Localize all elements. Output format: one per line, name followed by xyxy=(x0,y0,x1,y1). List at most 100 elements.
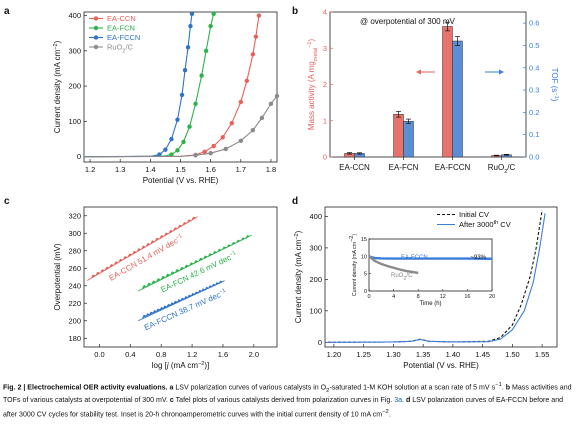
series-point-3 xyxy=(208,150,213,156)
legend-marker xyxy=(93,44,99,50)
x-tick-label: 1.5 xyxy=(175,165,185,174)
series-point-0 xyxy=(220,135,225,140)
right-tick-label: 0.4 xyxy=(529,63,539,72)
series-point-1 xyxy=(187,124,192,129)
tafel-fit-line-2 xyxy=(138,280,225,322)
series-point-0 xyxy=(211,143,216,149)
right-tick-label: 0.1 xyxy=(529,130,539,139)
y-tick-label: 240 xyxy=(68,281,81,290)
caption-fig-label: Fig. 2 | Electrochemical OER activity ev… xyxy=(3,384,168,392)
series-line-1 xyxy=(83,13,215,158)
caption-a-text-1: LSV polarization curves of various catal… xyxy=(173,384,327,392)
series-line-3 xyxy=(83,95,278,158)
tafel-point-1 xyxy=(146,282,152,287)
series-point-3 xyxy=(223,146,228,152)
y-tick-label: 300 xyxy=(309,243,322,252)
series-point-0 xyxy=(202,149,207,154)
panel-c-frame xyxy=(83,206,278,348)
caption-a-label: a xyxy=(169,384,174,392)
y-tick-label: 400 xyxy=(309,212,322,221)
caption-d-sup: −2 xyxy=(382,408,389,415)
caption-c-link[interactable]: 3a xyxy=(394,397,403,405)
series-point-2 xyxy=(157,152,162,157)
series-point-0 xyxy=(244,78,250,84)
bar-mass-activity xyxy=(393,113,404,158)
category-label: EA-CCN xyxy=(339,163,370,172)
category-label: EA-FCN xyxy=(389,163,419,172)
bar-tof xyxy=(403,121,414,158)
inset-label-ruo2: RuO2/C xyxy=(391,273,413,282)
x-tick-label: 1.6 xyxy=(218,350,228,359)
y-tick-label: 300 xyxy=(68,229,81,238)
series-point-2 xyxy=(182,68,188,73)
y-tick-label: 180 xyxy=(68,334,81,343)
inset-x-tick-label: 16 xyxy=(464,294,470,300)
legend-label: After 3000th CV xyxy=(459,220,511,229)
y-tick-label: 300 xyxy=(68,46,81,55)
tafel-point-2 xyxy=(141,314,147,319)
x-tick-label: 0.8 xyxy=(156,350,166,359)
series-point-2 xyxy=(189,11,195,16)
x-tick-label: 1.55 xyxy=(535,350,550,359)
x-tick-label: 1.4 xyxy=(145,165,155,174)
legend-label: Initial CV xyxy=(459,210,489,219)
tafel-point-2 xyxy=(148,311,154,316)
caption-c-label: c xyxy=(169,397,174,405)
y-axis-title: Overpotential (mV) xyxy=(53,243,62,310)
series-point-1 xyxy=(169,152,174,157)
y-axis-title: Current density (mA cm−2) xyxy=(294,230,303,323)
x-tick-label: 1.8 xyxy=(266,165,276,174)
inset-y-tick-label: 5 xyxy=(364,272,367,278)
right-tick-label: 0.2 xyxy=(529,108,539,117)
x-tick-label: 1.2 xyxy=(85,165,95,174)
x-tick-label: 1.7 xyxy=(236,165,246,174)
x-tick-label: 1.20 xyxy=(327,350,342,359)
bar-mass-activity xyxy=(442,26,453,158)
y-tick-label: 200 xyxy=(68,82,81,91)
x-tick-label: 1.40 xyxy=(446,350,461,359)
inset-y-axis-title: Current density (mA cm−2) xyxy=(349,234,358,296)
x-axis-title: Potential (V vs. RHE) xyxy=(403,361,479,370)
left-tick-label: 0 xyxy=(323,153,327,162)
right-axis-title: TOF (s−1) xyxy=(550,68,559,102)
left-tick-label: 1 xyxy=(323,116,327,125)
legend-label: RuO2/C xyxy=(107,43,134,55)
tafel-point-1 xyxy=(160,275,166,280)
y-tick-label: 280 xyxy=(68,246,81,255)
caption-c-end: . xyxy=(402,397,404,405)
chart-title: @ overpotential of 300 mV xyxy=(360,17,456,26)
panel-label-d: d xyxy=(292,196,298,207)
left-tick-label: 3 xyxy=(323,44,327,53)
tafel-point-2 xyxy=(145,313,151,318)
y-tick-label: 100 xyxy=(309,306,322,315)
x-tick-label: 0.0 xyxy=(94,350,104,359)
inset-x-tick-label: 4 xyxy=(392,294,395,300)
series-point-3 xyxy=(259,115,265,121)
inset-label-fccn: EA-FCCN xyxy=(401,255,428,261)
series-point-1 xyxy=(199,73,204,78)
left-arrow-head xyxy=(416,69,421,75)
panel-label-c: c xyxy=(4,196,10,207)
caption-a-sup: −1 xyxy=(495,382,502,388)
series-point-0 xyxy=(253,34,259,39)
right-tick-label: 0.5 xyxy=(529,41,539,50)
inset-retention-label: ~93% xyxy=(470,255,486,261)
figure-canvas: a bc d1.2 1.3 1.4 1.5 1.6 1.7 1.80100200300400Po… xyxy=(4,6,559,370)
inset-y-tick-label: 15 xyxy=(361,237,367,243)
tafel-fit-line-0 xyxy=(87,216,198,281)
caption-a-sub: 2 xyxy=(326,387,330,394)
series-point-3 xyxy=(268,101,274,106)
y-tick-label: 100 xyxy=(68,117,81,126)
x-tick-label: 1.3 xyxy=(115,165,125,174)
caption-d-label: d xyxy=(405,397,411,405)
inset-x-tick-label: 0 xyxy=(367,294,370,300)
series-point-3 xyxy=(238,138,244,144)
y-tick-label: 260 xyxy=(68,264,81,273)
x-axis-title: log [j (mA cm−2)] xyxy=(152,361,209,370)
y-tick-label: 200 xyxy=(68,316,81,325)
inset-frame xyxy=(368,238,493,292)
category-label: RuO2/C xyxy=(488,163,516,175)
tafel-point-2 xyxy=(152,310,158,315)
x-tick-label: 1.2 xyxy=(187,350,197,359)
series-point-2 xyxy=(179,92,185,98)
